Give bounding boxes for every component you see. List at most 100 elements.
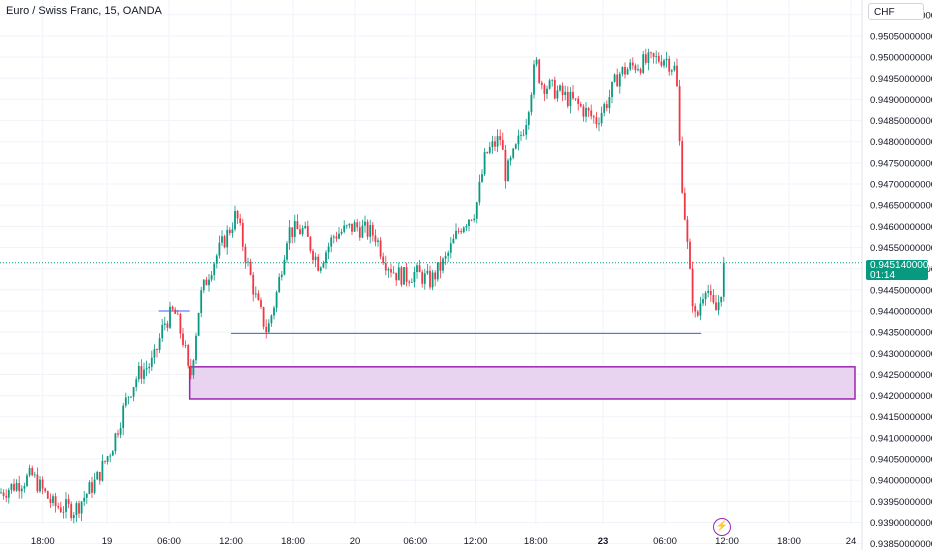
candle-body [299, 229, 301, 235]
price-tick-label: 0.9505000000000 [870, 31, 932, 42]
candle-body [39, 479, 41, 492]
candle-body [257, 293, 260, 301]
candle-body [158, 338, 161, 350]
candle-body [462, 227, 465, 233]
candle-body [556, 90, 559, 99]
candle-body [267, 323, 270, 333]
candle-body [543, 84, 546, 94]
candle-body [351, 223, 353, 232]
candle-body [184, 344, 187, 346]
candle-body [122, 405, 125, 429]
candle-body [140, 366, 143, 379]
price-tick-label: 0.9470000000000 [870, 180, 932, 191]
price-tick-label: 0.9430000000000 [870, 349, 932, 360]
candle-body [577, 98, 580, 104]
candle-body [540, 82, 543, 85]
time-axis[interactable]: 18:00 19 06:00 12:00 18:00 20 06:00 12:00 18:00 2… [31, 536, 856, 547]
candle-body [156, 349, 158, 350]
candle-body [707, 290, 710, 293]
candle-body [512, 148, 515, 158]
candle-body [582, 106, 585, 117]
candle-body [306, 226, 309, 237]
candle-body [208, 279, 210, 286]
price-tick-label: 0.9465000000000 [870, 201, 932, 212]
candle-body [247, 261, 249, 263]
candle-body [655, 56, 658, 57]
candle-body [689, 241, 691, 269]
candle-body [533, 64, 535, 95]
candle-body [312, 250, 314, 261]
candle-body [241, 223, 244, 247]
candle-body [478, 181, 481, 203]
candle-body [676, 65, 678, 87]
candle-body [481, 174, 483, 182]
demand-zone-rectangle[interactable] [188, 366, 856, 400]
candle-body [626, 69, 629, 75]
candle-body [44, 488, 47, 492]
candle-body [455, 230, 457, 239]
candle-body [31, 468, 34, 476]
candle-body [75, 503, 78, 516]
candle-body [624, 67, 626, 75]
candle-body [223, 236, 226, 248]
candle-body [603, 104, 606, 113]
candle-body [486, 152, 489, 153]
candle-body [322, 263, 325, 268]
candle-body [522, 134, 525, 136]
candle-body [650, 52, 652, 54]
candle-body [62, 511, 65, 513]
candle-body [712, 295, 715, 303]
time-tick-label: 06:00 [653, 536, 677, 547]
price-tick-label: 0.9480000000000 [870, 137, 932, 148]
candle-body [221, 236, 223, 243]
candle-body [70, 503, 73, 519]
candle-body [637, 69, 639, 71]
candle-body [2, 492, 5, 496]
horizontal-level-lines[interactable] [158, 310, 702, 334]
candle-body [439, 262, 442, 271]
candle-body [569, 91, 572, 107]
candle-body [124, 397, 127, 406]
candle-body [343, 225, 346, 232]
candle-body [629, 62, 632, 70]
candle-body [0, 492, 2, 494]
candles [0, 48, 725, 524]
candle-body [683, 192, 686, 220]
candle-body [384, 263, 387, 271]
price-tick-label: 0.9445000000000 [870, 285, 932, 296]
candle-body [392, 272, 395, 274]
currency-selector[interactable]: CHF [868, 3, 924, 20]
candle-body [460, 231, 463, 233]
candle-body [46, 491, 49, 499]
candle-body [715, 302, 717, 311]
lightning-icon[interactable]: ⚡ [713, 518, 731, 536]
candle-body [57, 506, 60, 508]
time-tick-label: 06:00 [157, 536, 181, 547]
candle-body [660, 61, 663, 66]
price-tick-label: 0.9405000000000 [870, 455, 932, 466]
candle-body [704, 292, 707, 300]
candle-body [611, 81, 613, 97]
candle-body [119, 428, 122, 435]
time-tick-label: 12:00 [219, 536, 243, 547]
candle-body [202, 279, 205, 291]
candle-body [520, 135, 522, 136]
candle-body [530, 94, 533, 113]
candle-body [361, 225, 364, 238]
candle-body [244, 246, 247, 263]
candle-body [117, 433, 119, 435]
candle-body [379, 240, 382, 257]
candle-body [517, 135, 520, 145]
candle-body [106, 456, 109, 462]
candle-body [442, 258, 444, 271]
candle-body [429, 270, 431, 288]
candle-body [561, 85, 564, 96]
candle-body [332, 236, 335, 238]
price-tick-label: 0.9475000000000 [870, 158, 932, 169]
candle-body [699, 303, 702, 316]
candle-body [80, 501, 83, 514]
candle-body [296, 221, 299, 230]
candle-body [239, 218, 242, 224]
candle-body [52, 496, 54, 503]
